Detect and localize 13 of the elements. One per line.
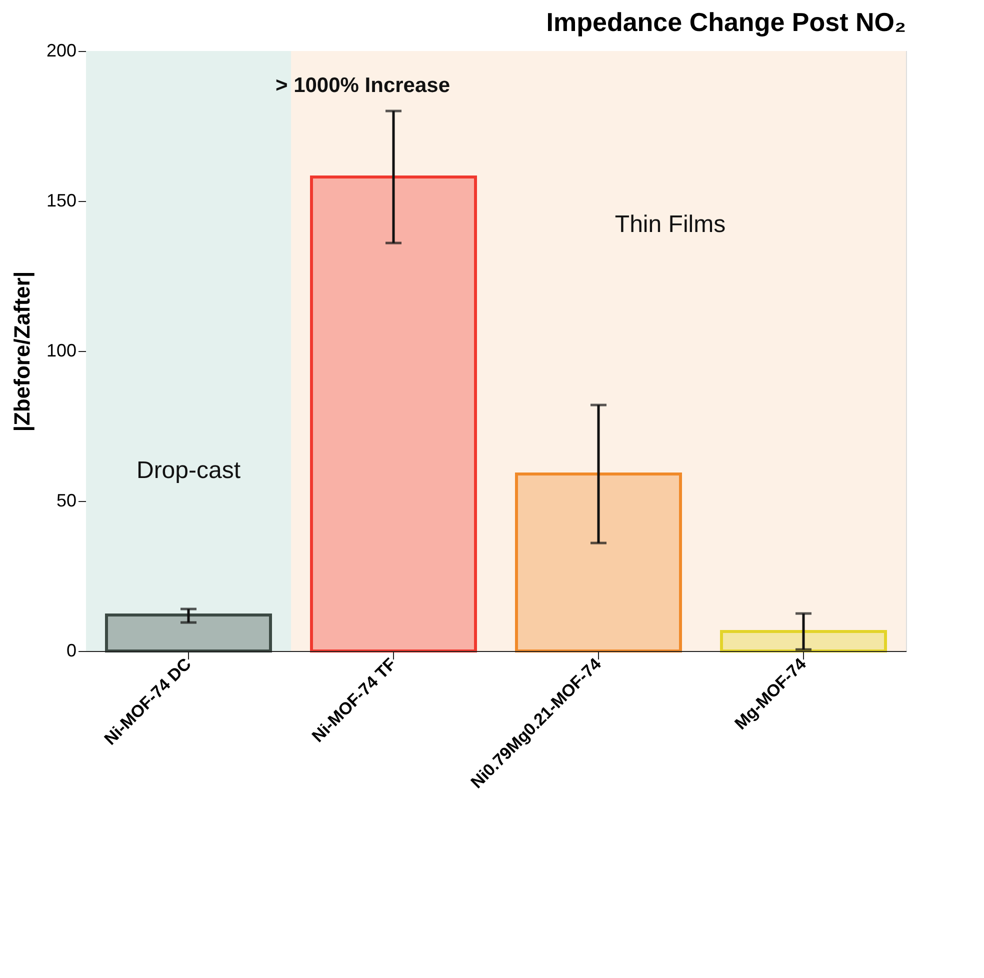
y-tick-label: 150 <box>46 190 76 210</box>
y-axis-title: |Zbefore/Zafter| <box>9 271 34 432</box>
y-tick-label: 100 <box>46 340 76 360</box>
y-tick-label: 200 <box>46 40 76 60</box>
bar <box>720 630 887 652</box>
band-label: Drop-cast <box>136 457 241 484</box>
annotation: > 1000% Increase <box>275 74 450 97</box>
y-tick-label: 50 <box>56 490 76 510</box>
bar <box>515 472 682 652</box>
band-label: Thin Films <box>614 211 726 238</box>
bar <box>105 614 272 652</box>
chart-title: Impedance Change Post NO₂ <box>546 7 906 37</box>
y-tick-label: 0 <box>66 640 76 660</box>
